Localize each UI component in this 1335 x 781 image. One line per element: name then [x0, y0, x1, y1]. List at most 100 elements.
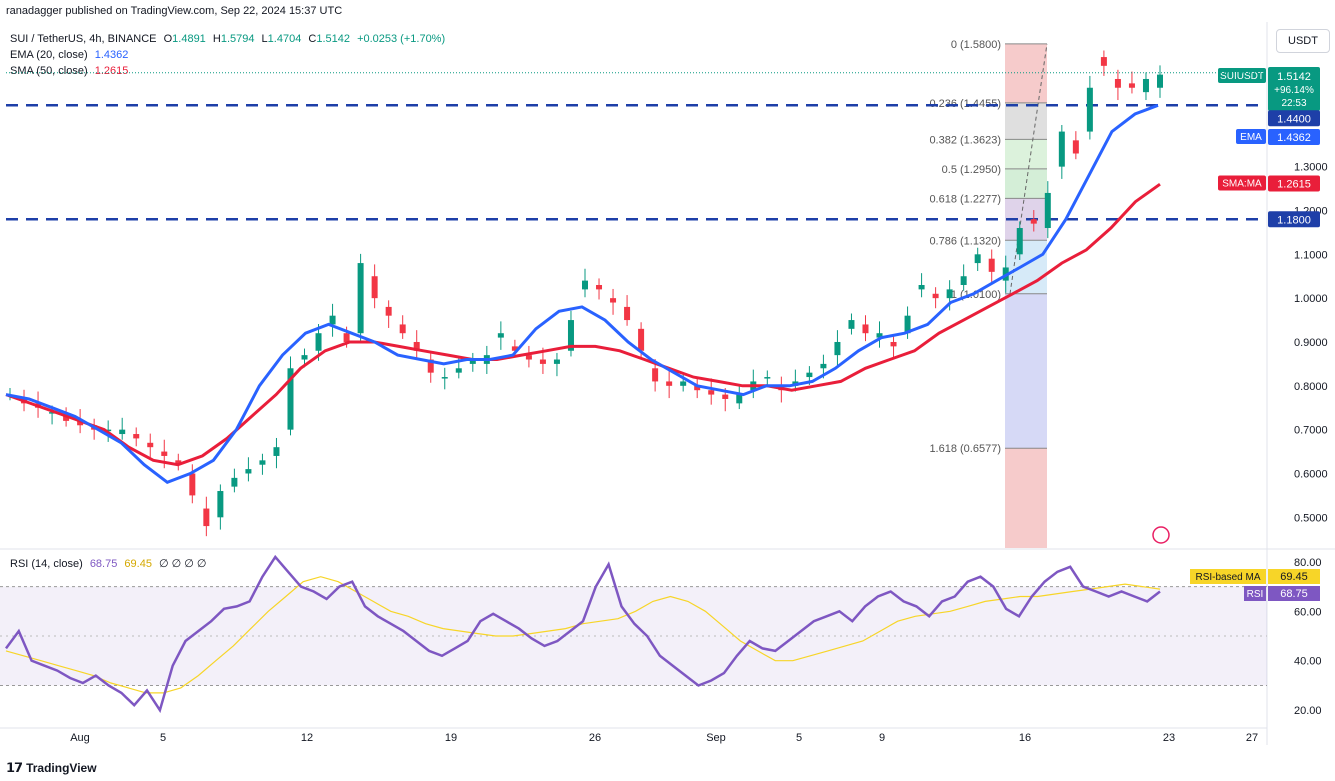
- support-tag-1180: 1.1800: [1277, 214, 1311, 226]
- fib-level-label: 0.5 (1.2950): [942, 164, 1001, 176]
- price-axis[interactable]: 0.5000 0.6000 0.7000 0.8000 0.9000 1.0000 1.10…: [1294, 162, 1328, 525]
- candle-body: [974, 254, 981, 264]
- candle-body: [820, 363, 827, 369]
- candle-body: [764, 377, 771, 379]
- alert-bolt-icon[interactable]: [1152, 526, 1170, 544]
- bar-countdown: 22:53: [1281, 98, 1306, 109]
- candle-body: [1044, 192, 1051, 229]
- high-value: 1.5794: [220, 33, 255, 45]
- rsi-ma-price: 69.45: [1280, 571, 1308, 583]
- candle-body: [582, 280, 588, 290]
- fib-retracement[interactable]: 0 (1.5800) 0.236 (1.4455) 0.382 (1.3623) 0.…: [929, 39, 1048, 548]
- candle-body: [638, 328, 645, 351]
- candle-body: [469, 359, 476, 364]
- candle-body: [399, 324, 406, 334]
- candle-body: [1072, 140, 1079, 154]
- candle-body: [736, 394, 743, 404]
- high-label: H: [212, 33, 221, 45]
- publisher-credit: ranadagger published on TradingView.com,…: [6, 5, 343, 17]
- candle-body: [245, 469, 252, 474]
- time-tick-label: 16: [1019, 732, 1031, 744]
- candle-body: [189, 473, 196, 496]
- moving-averages: [5, 103, 1161, 484]
- candle-body: [287, 368, 294, 430]
- low-label: L: [261, 33, 268, 45]
- candle-body: [1016, 228, 1023, 255]
- candle-body: [1142, 78, 1149, 93]
- low-value: 1.4704: [267, 33, 302, 45]
- tv-brand-label: TradingView: [26, 761, 97, 775]
- symbol-title[interactable]: SUI / TetherUS, 4h, BINANCE: [10, 33, 157, 45]
- rsi-ma-tag: RSI-based MA: [1195, 572, 1260, 583]
- sma-value: 1.2615: [94, 65, 129, 77]
- rsi-ma-line: [5, 576, 1161, 694]
- rsi-ma-value: 69.45: [124, 558, 152, 570]
- candle-body: [610, 298, 617, 303]
- candle-body: [1058, 131, 1065, 167]
- rsi-price-bg: [1268, 586, 1320, 601]
- time-tick-label: 27: [1246, 732, 1258, 744]
- candle-body: [77, 420, 84, 426]
- tradingview-logo[interactable]: 𝟭𝟳 TradingView: [6, 760, 97, 776]
- candle-body: [988, 258, 995, 272]
- ema-tag-bg: [1236, 128, 1266, 144]
- rsi-legend[interactable]: RSI (14, close) 68.75 69.45 ∅ ∅ ∅ ∅: [10, 557, 211, 570]
- candle-body: [539, 359, 546, 364]
- candle-body: [133, 434, 140, 439]
- price-tick-label: 1.0000: [1294, 293, 1328, 305]
- candle-body: [946, 289, 953, 299]
- time-axis[interactable]: Aug 5 12 19 26 Sep 5 9 16 23 27: [70, 732, 1258, 744]
- candle-body: [455, 368, 462, 373]
- rsi-tag-bg: [1244, 586, 1266, 601]
- fib-zone: [1005, 43, 1047, 103]
- candle-body: [273, 447, 280, 456]
- candle-body: [862, 324, 869, 334]
- ema-legend[interactable]: EMA (20, close) 1.4362: [10, 49, 132, 61]
- ema-value: 1.4362: [94, 49, 129, 61]
- ema-price-tag-bg: [1268, 128, 1320, 145]
- time-tick-label: Sep: [706, 732, 726, 744]
- horizontal-levels[interactable]: [6, 104, 1266, 221]
- price-tick-label: 0.5000: [1294, 512, 1328, 524]
- sma-legend[interactable]: SMA (50, close) 1.2615: [10, 65, 132, 77]
- symbol-tag-bg: [1218, 68, 1266, 83]
- time-tick-label: 5: [796, 732, 802, 744]
- currency-button[interactable]: USDT: [1276, 29, 1330, 53]
- candle-body: [918, 285, 925, 290]
- candle-body: [834, 341, 841, 356]
- fib-zone: [1005, 168, 1047, 199]
- tv-logo-icon: 𝟭𝟳: [6, 760, 23, 775]
- rsi-line: [4, 554, 1161, 714]
- rsi-ma-price-bg: [1268, 569, 1320, 584]
- candle-body: [1100, 57, 1107, 66]
- candle-body: [848, 320, 855, 329]
- close-label: C: [308, 33, 317, 45]
- symbol-tag: SUIUSDT: [1220, 71, 1264, 82]
- candle-body: [1128, 83, 1135, 88]
- price-tick-label: 1.1000: [1294, 249, 1328, 261]
- symbol-legend: SUI / TetherUS, 4h, BINANCE O1.4891 H1.5…: [10, 33, 449, 45]
- ema-tag: EMA: [1240, 132, 1262, 143]
- price-tags: 1.5142 +96.14% 22:53 SUIUSDT 1.4400 EMA 1.4362…: [6, 67, 1320, 228]
- candle-body: [1114, 78, 1121, 88]
- candle-body: [147, 442, 154, 448]
- candle-body: [385, 306, 392, 316]
- sma-price-tag: 1.2615: [1277, 179, 1311, 191]
- time-tick-label: 12: [301, 732, 313, 744]
- candle-body: [511, 346, 518, 351]
- last-price-change: +96.14%: [1274, 85, 1314, 96]
- sma-price-tag-bg: [1268, 175, 1320, 192]
- time-tick-label: 23: [1163, 732, 1175, 744]
- candle-body: [441, 377, 448, 379]
- price-tick-label: 0.6000: [1294, 468, 1328, 480]
- candle-body: [175, 460, 182, 465]
- candle-body: [343, 333, 350, 342]
- candle-body: [357, 263, 364, 334]
- time-tick-label: 19: [445, 732, 457, 744]
- candle-body: [708, 390, 715, 395]
- price-tick-label: 0.8000: [1294, 381, 1328, 393]
- candle-body: [680, 381, 687, 386]
- candle-body: [427, 359, 434, 373]
